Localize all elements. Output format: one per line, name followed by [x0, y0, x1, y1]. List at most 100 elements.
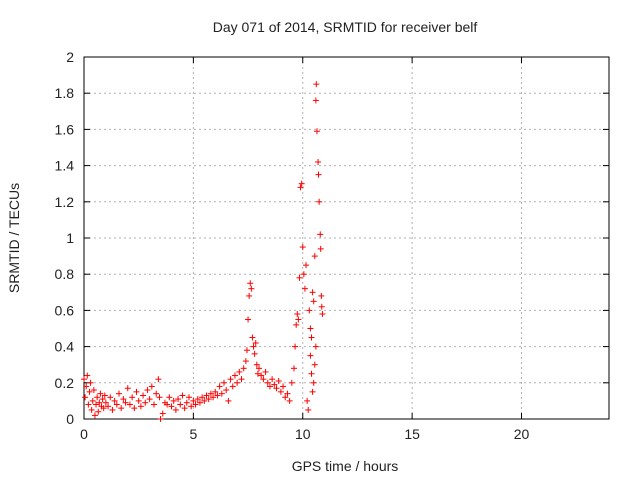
data-point: [214, 392, 221, 399]
y-tick-label: 0: [66, 411, 74, 427]
data-point: [229, 383, 236, 390]
y-tick-label: 1: [66, 230, 74, 246]
data-point: [159, 410, 166, 417]
data-point: [83, 383, 90, 390]
data-point: [142, 399, 149, 406]
data-point: [227, 376, 234, 383]
data-point: [234, 379, 241, 386]
data-point: [286, 397, 293, 404]
data-point: [120, 396, 127, 403]
y-tick-label: 0.8: [55, 266, 75, 282]
data-point: [308, 334, 315, 341]
data-point: [310, 298, 317, 305]
data-point: [282, 394, 289, 401]
data-point: [317, 231, 324, 238]
data-point: [89, 397, 96, 404]
data-point: [207, 390, 214, 397]
data-point: [307, 352, 314, 359]
data-point: [318, 292, 325, 299]
data-point: [305, 406, 312, 413]
data-point: [210, 394, 217, 401]
data-point: [172, 406, 179, 413]
x-tick-label: 0: [80, 426, 88, 442]
data-point: [291, 365, 297, 372]
data-point: [260, 376, 267, 383]
data-point: [85, 401, 92, 408]
data-point: [156, 394, 163, 401]
data-point: [93, 401, 100, 408]
data-point: [300, 271, 307, 278]
data-point: [242, 358, 249, 365]
data-point: [315, 171, 322, 178]
y-tick-label: 0.6: [55, 302, 75, 318]
data-point: [266, 383, 273, 390]
x-tick-label: 5: [189, 426, 197, 442]
x-tick-label: 10: [295, 426, 311, 442]
data-point: [94, 394, 101, 401]
data-point: [175, 396, 182, 403]
x-tick-label: 20: [514, 426, 530, 442]
data-point: [131, 405, 138, 412]
data-point: [166, 394, 173, 401]
data-point: [311, 253, 318, 260]
data-point: [250, 343, 257, 350]
data-point: [221, 379, 227, 386]
data-point: [223, 387, 230, 394]
data-point: [102, 399, 109, 406]
data-point: [81, 376, 87, 383]
data-point: [273, 385, 280, 392]
data-point: [126, 401, 133, 408]
y-tick-label: 0.2: [55, 375, 75, 391]
data-point: [299, 244, 306, 251]
data-point: [238, 376, 245, 383]
data-point: [262, 368, 269, 375]
data-point: [101, 392, 108, 399]
data-point: [316, 198, 323, 205]
data-point: [311, 361, 318, 368]
data-point: [91, 412, 98, 419]
data-point: [181, 405, 188, 412]
data-point: [277, 388, 284, 395]
data-point: [86, 388, 93, 395]
x-axis-label: GPS time / hours: [292, 458, 399, 474]
data-point: [201, 397, 208, 404]
y-tick-labels: 0 0.2 0.4 0.6 0.8 1 1.2 1.4 1.6 1.8 2: [55, 49, 75, 427]
data-point: [148, 383, 155, 390]
data-point: [231, 372, 238, 379]
data-point: [192, 401, 199, 408]
data-point: [90, 387, 97, 394]
data-point: [140, 392, 147, 399]
data-point: [313, 128, 320, 135]
data-point: [179, 392, 186, 399]
data-point: [269, 376, 276, 383]
data-point: [251, 350, 258, 357]
y-tick-label: 0.4: [55, 339, 75, 355]
data-point: [309, 289, 316, 296]
y-tick-label: 1.2: [55, 194, 75, 210]
data-point: [304, 397, 311, 404]
data-point: [297, 184, 304, 191]
data-point: [312, 343, 319, 350]
data-point: [109, 406, 116, 413]
data-point: [256, 365, 262, 372]
grid-lines: [84, 57, 609, 419]
data-point: [153, 390, 160, 397]
data-point: [82, 394, 89, 401]
data-point: [318, 303, 325, 310]
y-tick-label: 1.4: [55, 158, 75, 174]
data-point: [164, 401, 171, 408]
data-point: [122, 399, 129, 406]
data-point: [155, 376, 162, 383]
data-point: [264, 379, 271, 386]
data-point: [87, 379, 94, 386]
data-point: [313, 81, 320, 88]
data-point: [96, 399, 103, 406]
data-point: [135, 397, 142, 404]
data-point: [243, 347, 250, 354]
data-point: [105, 403, 112, 410]
data-point: [275, 377, 282, 384]
data-point: [253, 361, 260, 368]
data-point: [183, 399, 190, 406]
data-point: [188, 403, 195, 410]
